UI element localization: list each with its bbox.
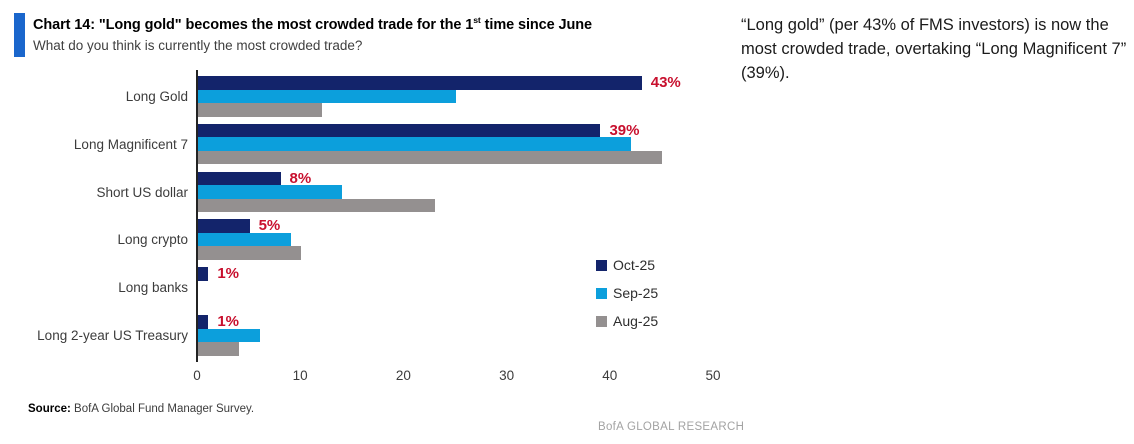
chart-title-superscript: st xyxy=(473,15,481,25)
bar-value-label: 8% xyxy=(289,169,312,187)
bar-sep-25 xyxy=(198,137,632,151)
bar-oct-25 xyxy=(198,267,209,281)
category-label: Short US dollar xyxy=(96,184,188,200)
bar-aug-25 xyxy=(198,246,302,260)
chart-subtitle: What do you think is currently the most … xyxy=(33,38,363,53)
category-label: Long crypto xyxy=(117,232,188,248)
x-tick-label: 40 xyxy=(602,368,618,383)
x-tick-label: 50 xyxy=(705,368,721,383)
x-tick-label: 30 xyxy=(499,368,515,383)
category-label: Long banks xyxy=(118,280,188,296)
legend-item: Oct-25 xyxy=(596,257,658,273)
y-axis-line xyxy=(196,70,198,362)
category-label: Long Gold xyxy=(125,89,188,104)
bar-sep-25 xyxy=(198,185,343,199)
chart-title-text: Chart 14: "Long gold" becomes the most c… xyxy=(33,16,474,33)
bar-aug-25 xyxy=(198,342,240,356)
bar-sep-25 xyxy=(198,328,260,342)
legend-item-label: Oct-25 xyxy=(613,257,656,273)
x-tick-label: 10 xyxy=(292,368,308,383)
source-label: Source: xyxy=(28,403,71,415)
x-tick-label: 20 xyxy=(395,368,411,383)
legend-item-label: Aug-25 xyxy=(613,313,659,329)
bar-aug-25 xyxy=(198,103,322,117)
category-label: Long 2-year US Treasury xyxy=(37,328,188,343)
legend-item-label: Sep-25 xyxy=(613,285,659,301)
chart-title: Chart 14: "Long gold" becomes the most c… xyxy=(33,15,723,33)
source-text: BofA Global Fund Manager Survey. xyxy=(70,403,255,415)
bar-oct-25 xyxy=(198,171,281,186)
bar-sep-25 xyxy=(198,89,456,103)
bar-sep-25 xyxy=(198,232,291,247)
bar-oct-25 xyxy=(198,76,642,90)
bar-aug-25 xyxy=(198,198,436,213)
legend-swatch-oct-25 xyxy=(596,259,607,271)
bar-oct-25 xyxy=(198,315,209,329)
source-note: Source: BofA Global Fund Manager Survey. xyxy=(28,403,254,415)
bar-value-label: 1% xyxy=(217,265,239,283)
legend-swatch-sep-25 xyxy=(596,287,607,299)
legend-item: Aug-25 xyxy=(596,313,658,329)
category-label: Long Magnificent 7 xyxy=(73,136,188,152)
bar-value-label: 1% xyxy=(217,313,239,330)
bar-aug-25 xyxy=(198,150,663,165)
bar-value-label: 43% xyxy=(650,74,681,91)
bar-value-label: 5% xyxy=(258,217,281,235)
legend-swatch-aug-25 xyxy=(596,315,607,327)
legend-item: Sep-25 xyxy=(596,285,658,301)
bar-value-label: 39% xyxy=(609,121,640,139)
chart-title-suffix: time since June xyxy=(480,16,592,33)
annotation-text: “Long gold” (per 43% of FMS investors) i… xyxy=(741,16,1127,82)
bar-oct-25 xyxy=(198,219,250,233)
legend: Oct-25 Sep-25 Aug-25 xyxy=(596,257,658,341)
title-accent-bar xyxy=(14,13,25,57)
bar-oct-25 xyxy=(198,123,601,138)
brand-text: BofA GLOBAL RESEARCH xyxy=(598,421,745,433)
x-tick-label: 0 xyxy=(193,368,201,383)
